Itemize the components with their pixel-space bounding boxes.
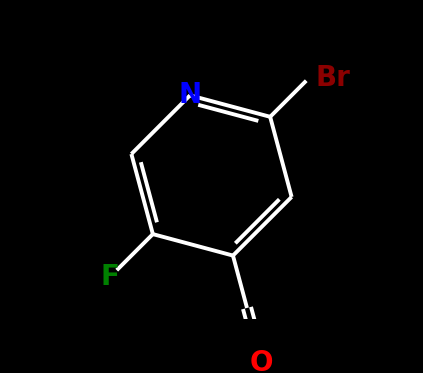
Text: Br: Br: [315, 65, 350, 93]
Text: F: F: [101, 263, 119, 291]
Text: N: N: [179, 81, 202, 109]
Text: O: O: [250, 350, 274, 373]
